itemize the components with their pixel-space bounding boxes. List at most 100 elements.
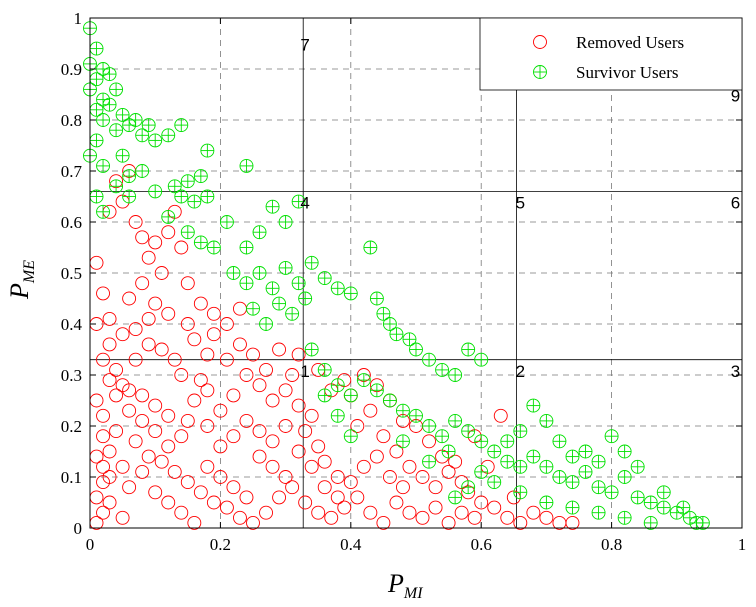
removed-point	[135, 464, 150, 479]
removed-point	[115, 510, 130, 525]
removed-point	[109, 424, 124, 439]
x-tick-label: 0.8	[601, 535, 622, 554]
removed-point	[219, 317, 234, 331]
removed-point	[402, 505, 417, 520]
survivor-point	[180, 174, 195, 189]
removed-point	[148, 398, 163, 413]
removed-point	[213, 470, 228, 484]
survivor-point	[252, 225, 267, 240]
survivor-point	[422, 352, 436, 367]
removed-point	[278, 470, 293, 484]
removed-point	[206, 306, 221, 321]
removed-point	[109, 388, 124, 403]
y-tick-label: 1	[74, 9, 83, 28]
removed-point	[252, 378, 267, 393]
survivor-point	[89, 41, 104, 56]
survivor-point	[396, 403, 410, 418]
survivor-point	[617, 470, 632, 484]
survivor-point	[272, 296, 287, 311]
survivor-point	[161, 128, 176, 143]
survivor-point	[109, 123, 124, 138]
removed-point	[246, 347, 260, 362]
removed-point	[161, 495, 176, 510]
survivor-point	[239, 240, 254, 255]
removed-point	[200, 459, 215, 474]
removed-point	[213, 439, 228, 454]
survivor-point	[363, 240, 378, 255]
survivor-point	[643, 515, 658, 530]
removed-point	[122, 291, 137, 306]
survivor-point	[461, 342, 476, 357]
series-1	[83, 21, 710, 530]
legend-box	[479, 17, 743, 91]
removed-point	[441, 464, 456, 479]
survivor-point	[246, 301, 260, 316]
removed-point	[102, 373, 117, 388]
removed-point	[291, 347, 306, 362]
removed-point	[96, 429, 110, 444]
survivor-point	[219, 215, 234, 229]
removed-point	[298, 424, 313, 439]
x-axis-title-sub: MI	[403, 585, 423, 602]
survivor-point	[409, 342, 423, 357]
removed-point	[311, 505, 326, 520]
survivor-point	[448, 368, 463, 382]
survivor-point	[330, 408, 345, 423]
removed-point	[382, 470, 397, 484]
removed-point	[96, 459, 110, 474]
x-axis-title: PMI	[387, 569, 423, 602]
survivor-point	[539, 413, 554, 428]
survivor-point	[565, 449, 580, 464]
removed-point	[330, 490, 345, 505]
removed-point	[252, 424, 267, 439]
survivor-point	[115, 148, 130, 163]
removed-point	[122, 403, 137, 418]
survivor-point	[369, 383, 384, 398]
region-label: 9	[731, 86, 740, 105]
survivor-point	[389, 327, 404, 342]
survivor-point	[102, 97, 117, 112]
removed-point	[474, 495, 489, 510]
removed-point	[135, 230, 150, 245]
survivor-point	[89, 133, 104, 148]
survivor-point	[402, 332, 417, 347]
removed-point	[219, 352, 234, 367]
removed-point	[187, 332, 202, 347]
region-label: 4	[300, 194, 309, 213]
survivor-point	[487, 475, 502, 490]
grid-layer	[90, 18, 742, 528]
survivor-point	[193, 235, 208, 250]
survivor-point	[656, 500, 671, 515]
removed-point	[141, 311, 156, 326]
survivor-point	[89, 72, 104, 87]
removed-point	[259, 362, 273, 377]
legend-entry: Survivor Users	[533, 63, 678, 82]
removed-point	[102, 337, 117, 352]
x-tick-label: 1	[738, 535, 747, 554]
survivor-point	[135, 128, 150, 143]
removed-point	[376, 515, 391, 530]
removed-point	[167, 352, 182, 367]
legend-label: Survivor Users	[576, 63, 678, 82]
survivor-point	[291, 194, 306, 209]
survivor-point	[604, 485, 619, 500]
removed-point	[272, 342, 287, 357]
survivor-point	[513, 424, 528, 439]
removed-point	[96, 475, 110, 490]
x-tick-label: 0.2	[210, 535, 231, 554]
survivor-point	[89, 102, 104, 117]
removed-point	[96, 408, 110, 423]
y-tick-label: 0.9	[61, 60, 82, 79]
survivor-point	[474, 434, 489, 449]
x-tick-label: 0.6	[471, 535, 492, 554]
survivor-point	[435, 362, 450, 377]
survivor-point	[141, 118, 156, 133]
removed-point	[89, 490, 104, 505]
removed-point	[278, 419, 293, 433]
survivor-point	[89, 189, 104, 204]
removed-point	[141, 250, 156, 265]
removed-point	[467, 510, 482, 525]
removed-point	[350, 490, 365, 505]
removed-point	[200, 419, 215, 433]
